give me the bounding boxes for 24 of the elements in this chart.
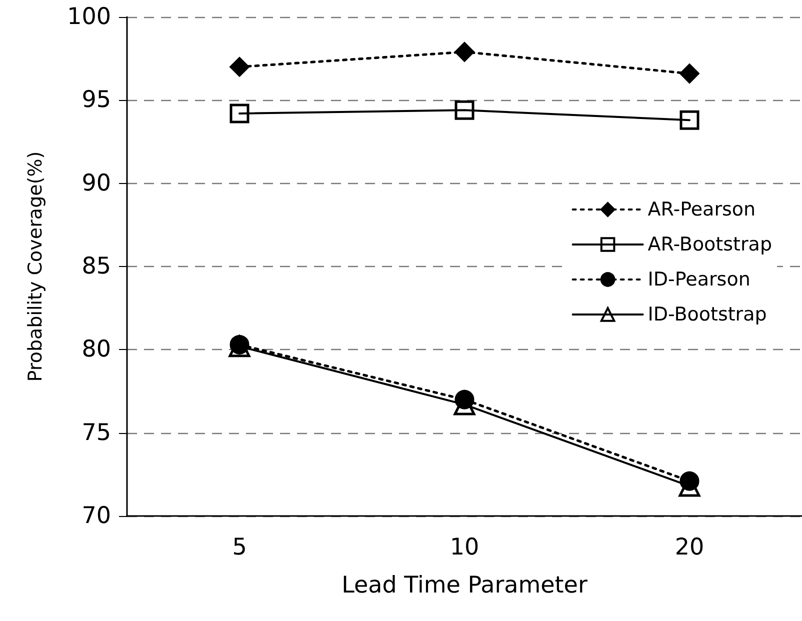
legend-label: AR-Pearson xyxy=(648,198,756,220)
point xyxy=(454,100,474,120)
x-tick-label: 20 xyxy=(674,534,704,560)
y-tick-label: 75 xyxy=(82,420,111,446)
legend-label: ID-Pearson xyxy=(648,268,750,290)
point xyxy=(680,471,700,491)
point xyxy=(230,104,250,124)
y-tick-label: 95 xyxy=(82,87,111,114)
x-axis-title: Lead Time Parameter xyxy=(342,572,588,598)
y-tick-label: 100 xyxy=(67,4,111,30)
y-tick-label: 80 xyxy=(82,336,111,363)
legend-label: AR-Bootstrap xyxy=(648,234,772,256)
x-tick-label: 5 xyxy=(232,534,247,560)
y-axis-title: Probability Coverage(%) xyxy=(24,151,46,382)
point xyxy=(454,390,474,410)
point xyxy=(230,57,250,77)
y-tick-label: 70 xyxy=(82,503,111,529)
point xyxy=(454,42,474,62)
legend-label: ID-Bootstrap xyxy=(648,304,767,326)
x-tick-label: 10 xyxy=(450,534,480,560)
point xyxy=(680,110,700,130)
y-tick-label: 90 xyxy=(82,170,111,196)
point xyxy=(680,64,700,84)
y-tick-label: 85 xyxy=(82,254,111,280)
